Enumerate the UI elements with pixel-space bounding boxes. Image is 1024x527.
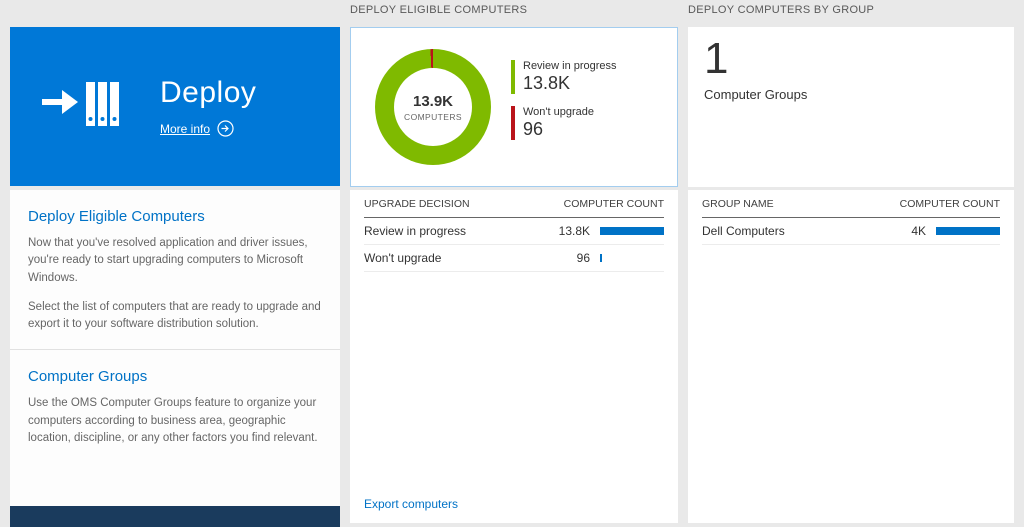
table-row[interactable]: Won't upgrade 96 [364,245,664,272]
row-label: Won't upgrade [364,251,442,265]
section-heading-deploy-eligible: Deploy Eligible Computers [28,208,205,225]
computer-groups-count-label: Computer Groups [704,87,808,103]
donut-center-label: COMPUTERS [404,111,462,122]
row-bar-track [600,227,664,235]
section-heading-computer-groups: Computer Groups [28,368,148,386]
donut-center-value: 13.9K [412,92,454,110]
column-header-computer-count: COMPUTER COUNT [899,197,1000,210]
section-paragraph: Select the list of computers that are re… [28,300,321,330]
table-header-row: GROUP NAME COMPUTER COUNT [702,190,1000,218]
row-bar [600,227,664,235]
donut-legend: Review in progress 13.8K Won't upgrade 9… [511,60,617,152]
legend-value: 96 [523,119,544,139]
legend-item-wont-upgrade[interactable]: Won't upgrade 96 [511,106,617,140]
donut-center: 13.9K COMPUTERS [394,68,472,146]
section-paragraph: Use the OMS Computer Groups feature to o… [28,397,318,444]
more-info-label: More info [160,121,211,136]
row-value: 96 [576,251,590,265]
computer-groups-tile[interactable]: 1 Computer Groups [688,27,1014,187]
export-computers-link[interactable]: Export computers [364,497,459,511]
row-bar [600,254,602,262]
legend-item-review-in-progress[interactable]: Review in progress 13.8K [511,60,617,94]
upgrade-decision-table-panel: UPGRADE DECISION COMPUTER COUNT Review i… [350,190,678,523]
tile-title: Deploy [160,76,257,109]
table-row[interactable]: Review in progress 13.8K [364,218,664,245]
group-table-panel: GROUP NAME COMPUTER COUNT Dell Computers… [688,190,1014,523]
deploy-icon [40,75,122,138]
table-row[interactable]: Dell Computers 4K [702,218,1000,245]
row-bar-track [936,227,1000,235]
row-bar-track [600,254,664,262]
middle-column-header: DEPLOY ELIGIBLE COMPUTERS [350,4,528,16]
section-paragraph: Now that you've resolved application and… [28,237,308,284]
row-value: 13.8K [558,224,590,238]
deploy-eligible-computers-tile[interactable]: 13.9K COMPUTERS Review in progress 13.8K… [350,27,678,187]
more-info-arrow-icon [217,120,234,137]
legend-label: Won't upgrade [523,106,595,118]
left-footer-bar [10,506,340,527]
table-header-row: UPGRADE DECISION COMPUTER COUNT [364,190,664,218]
deploy-tile[interactable]: Deploy More info [10,27,340,186]
row-bar [936,227,1000,235]
more-info-link[interactable]: More info [160,120,256,137]
right-column-header: DEPLOY COMPUTERS BY GROUP [688,4,875,16]
computer-groups-count: 1 [704,34,729,83]
left-description-panel: Deploy Eligible Computers Now that you'v… [10,190,340,506]
section-divider [10,349,340,351]
legend-label: Review in progress [523,60,617,72]
column-header-group-name: GROUP NAME [702,197,774,210]
computers-donut-chart[interactable]: 13.9K COMPUTERS [375,49,491,165]
row-label: Review in progress [364,224,467,238]
row-label: Dell Computers [702,224,785,238]
row-value: 4K [911,224,926,238]
column-header-upgrade-decision: UPGRADE DECISION [364,197,470,210]
legend-value: 13.8K [523,73,571,93]
column-header-computer-count: COMPUTER COUNT [563,197,664,210]
